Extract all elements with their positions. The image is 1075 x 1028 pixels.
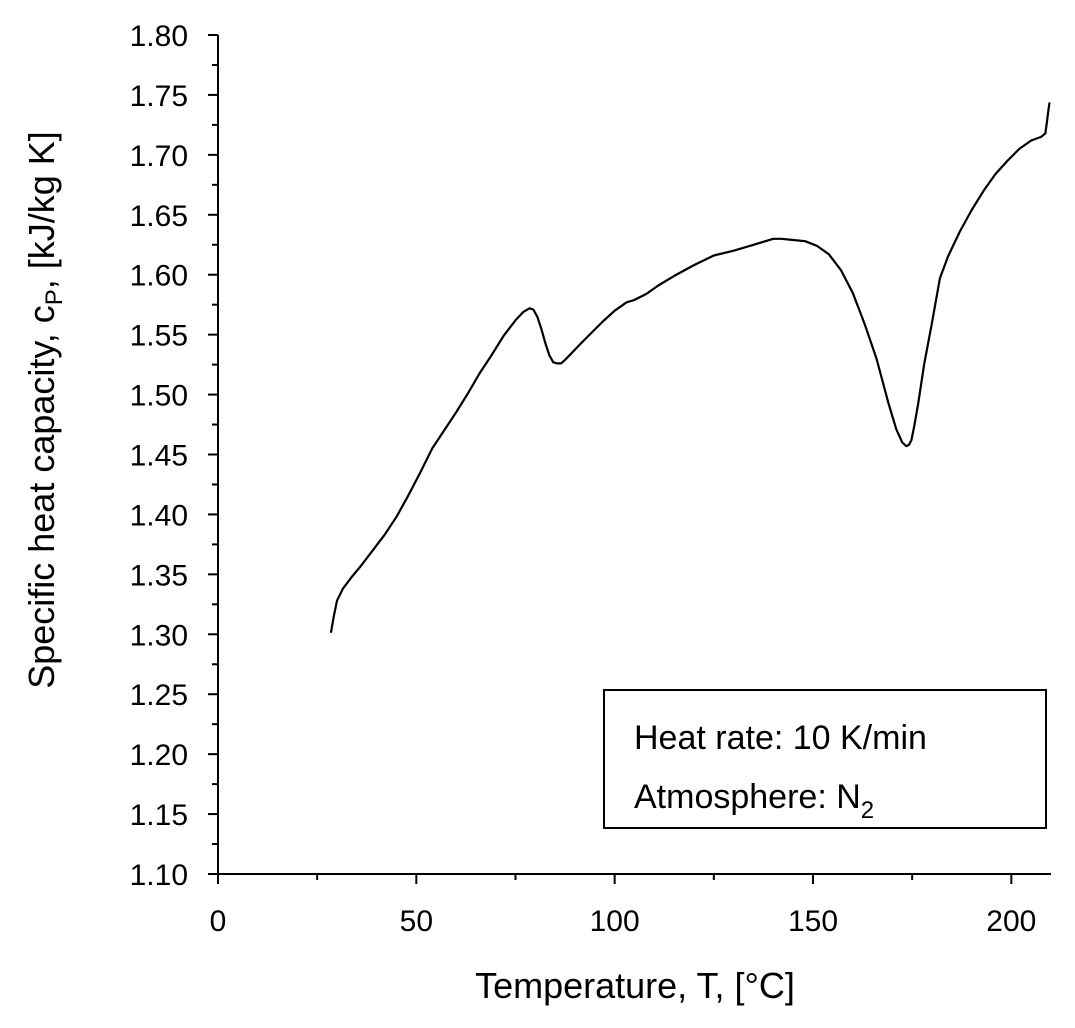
y-tick-label: 1.75	[130, 80, 188, 113]
y-tick-label: 1.80	[130, 20, 188, 53]
y-tick-label: 1.15	[130, 799, 188, 832]
annotation-box-frame	[603, 689, 1047, 829]
y-tick-label: 1.20	[130, 739, 188, 772]
y-axis-title-suffix: , [kJ/kg K]	[21, 131, 62, 289]
y-tick-label: 1.70	[130, 140, 188, 173]
series-line-cp	[330, 102, 1051, 634]
y-tick-label: 1.65	[130, 200, 188, 233]
x-tick-label: 200	[986, 905, 1036, 938]
y-tick-label: 1.45	[130, 440, 188, 473]
annotation-box: Heat rate: 10 K/min Atmosphere: N2	[603, 689, 1047, 829]
tick-labels: 1.10 1.15 1.20 1.25 1.30 1.35 1.40 1.45 1.50 1.55…	[130, 20, 1037, 938]
x-axis-title: Temperature, T, [°C]	[475, 965, 795, 1006]
annotation-atmosphere: Atmosphere: N2	[634, 778, 874, 824]
annotation-atmosphere-subscript: 2	[861, 797, 874, 824]
x-tick-label: 100	[590, 905, 640, 938]
y-tick-label: 1.50	[130, 380, 188, 413]
annotation-atmosphere-prefix: Atmosphere: N	[634, 778, 861, 816]
y-tick-label: 1.10	[130, 859, 188, 892]
ticks	[208, 34, 1013, 884]
y-tick-label: 1.55	[130, 320, 188, 353]
x-tick-label: 50	[400, 905, 433, 938]
y-axis-title-subscript: P	[41, 289, 68, 305]
x-tick-label: 0	[210, 905, 227, 938]
y-axis-title-prefix: Specific heat capacity, c	[21, 305, 62, 689]
y-tick-label: 1.40	[130, 499, 188, 532]
y-tick-label: 1.60	[130, 260, 188, 293]
y-axis-title: Specific heat capacity, cP, [kJ/kg K]	[21, 131, 68, 689]
y-tick-label: 1.35	[130, 559, 188, 592]
y-tick-label: 1.30	[130, 619, 188, 652]
annotation-heat-rate: Heat rate: 10 K/min	[634, 719, 927, 757]
y-tick-label: 1.25	[130, 679, 188, 712]
series-layer	[330, 102, 1051, 634]
x-tick-label: 150	[788, 905, 838, 938]
